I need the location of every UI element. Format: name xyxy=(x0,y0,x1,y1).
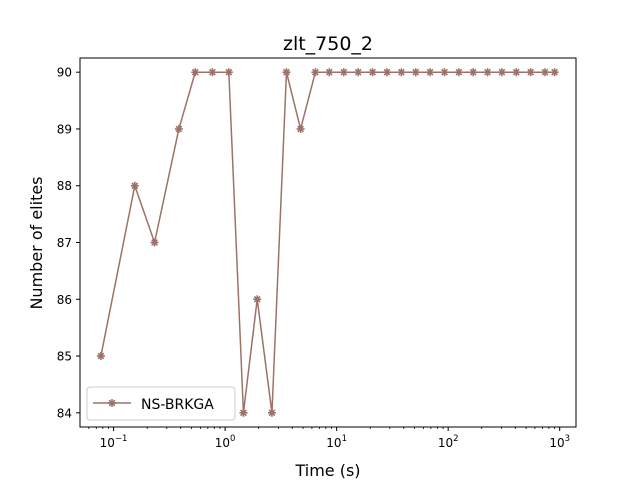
series-layer xyxy=(96,68,559,417)
data-point-0-25 xyxy=(497,68,506,77)
legend: NS-BRKGA xyxy=(86,386,236,421)
data-point-0-9 xyxy=(267,408,276,417)
data-point-0-27 xyxy=(526,68,535,77)
data-point-0-8 xyxy=(253,295,262,304)
data-point-0-3 xyxy=(174,124,183,133)
data-point-0-10 xyxy=(282,68,291,77)
data-point-0-16 xyxy=(368,68,377,77)
data-point-0-18 xyxy=(397,68,406,77)
y-tick-label-0: 84 xyxy=(57,406,72,420)
y-tick-label-4: 88 xyxy=(57,179,72,193)
y-tick-label-6: 90 xyxy=(57,66,72,80)
data-point-0-19 xyxy=(411,68,420,77)
data-point-0-12 xyxy=(311,68,320,77)
data-point-0-13 xyxy=(325,68,334,77)
y-axis-ticks: 84 85 86 87 88 89 90 xyxy=(57,66,80,420)
data-point-0-29 xyxy=(550,68,559,77)
y-tick-label-3: 87 xyxy=(57,236,72,250)
y-tick-label-1: 85 xyxy=(57,350,72,364)
legend-marker-star xyxy=(108,399,116,407)
series-line-0 xyxy=(100,71,555,414)
data-point-0-21 xyxy=(440,68,449,77)
x-tick-label-0: 10−1 xyxy=(100,434,128,450)
data-point-0-26 xyxy=(512,68,521,77)
data-point-0-7 xyxy=(239,408,248,417)
y-tick-label-2: 86 xyxy=(57,293,72,307)
data-point-0-2 xyxy=(150,238,159,247)
data-point-0-5 xyxy=(208,68,217,77)
data-point-0-17 xyxy=(383,68,392,77)
x-axis-ticks: 10−1 100 101 102 103 xyxy=(88,427,570,450)
data-point-0-4 xyxy=(191,68,200,77)
legend-box xyxy=(86,386,236,421)
data-point-0-15 xyxy=(354,68,363,77)
chart-title: zlt_750_2 xyxy=(283,33,373,55)
data-point-0-0 xyxy=(96,352,105,361)
legend-line-sample xyxy=(93,399,131,407)
x-tick-label-4: 103 xyxy=(549,434,570,450)
data-point-0-1 xyxy=(130,181,139,190)
data-point-0-23 xyxy=(469,68,478,77)
x-tick-label-2: 101 xyxy=(326,434,347,450)
data-point-0-22 xyxy=(454,68,463,77)
legend-label: NS-BRKGA xyxy=(141,397,214,413)
x-tick-label-3: 102 xyxy=(438,434,459,450)
data-point-0-14 xyxy=(339,68,348,77)
y-axis-label: Number of elites xyxy=(27,176,46,309)
x-tick-label-1: 100 xyxy=(215,434,236,450)
data-point-0-20 xyxy=(426,68,435,77)
data-point-0-24 xyxy=(483,68,492,77)
data-point-0-28 xyxy=(541,68,550,77)
y-tick-label-5: 89 xyxy=(57,122,72,136)
data-point-0-11 xyxy=(296,124,305,133)
data-point-0-6 xyxy=(224,68,233,77)
x-axis-label: Time (s) xyxy=(294,461,360,480)
